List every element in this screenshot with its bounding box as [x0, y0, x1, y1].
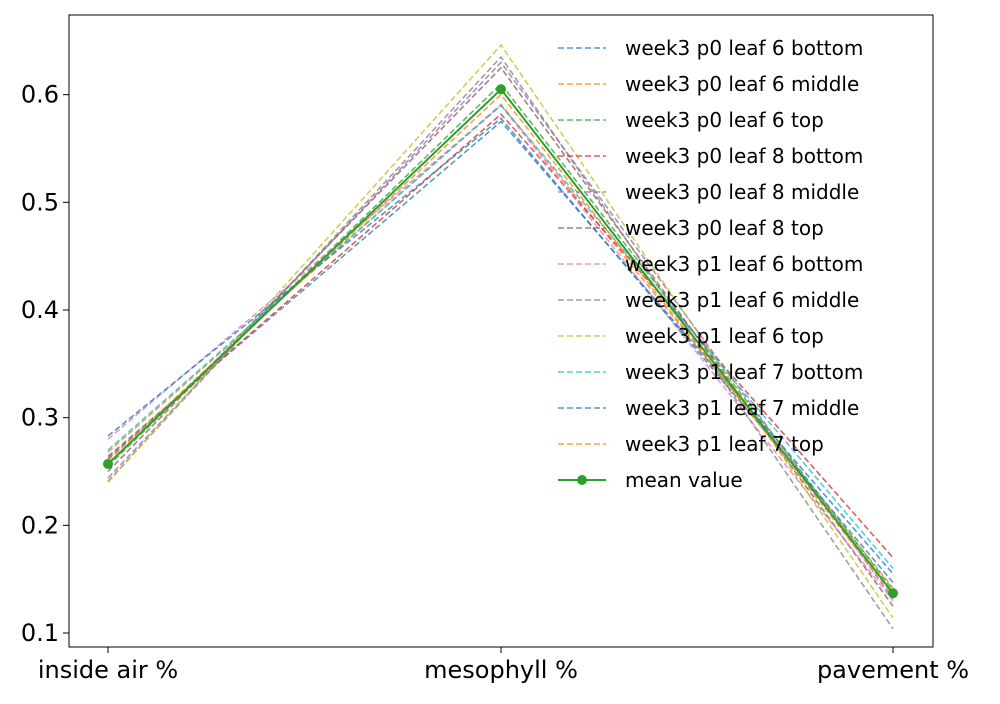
x-tick-label: pavement %: [817, 656, 969, 684]
x-axis: inside air % mesophyll % pavement %: [38, 647, 969, 684]
series-line: [107, 66, 894, 607]
legend-label: week3 p0 leaf 8 bottom: [625, 144, 863, 168]
mean-point: [888, 588, 898, 599]
y-tick-label: 0.6: [21, 81, 59, 109]
series-layer: [103, 43, 898, 630]
legend-label: week3 p0 leaf 8 top: [625, 216, 824, 240]
legend-label: week3 p1 leaf 7 middle: [625, 396, 859, 420]
y-tick-label: 0.5: [21, 188, 59, 216]
legend-label: week3 p1 leaf 6 bottom: [625, 252, 863, 276]
legend-label: week3 p1 leaf 7 top: [625, 432, 824, 456]
series-line: [107, 104, 894, 569]
y-tick-label: 0.3: [21, 404, 59, 432]
y-tick-label: 0.4: [21, 296, 59, 324]
y-axis: 0.1 0.2 0.3 0.4 0.5 0.6: [21, 81, 69, 647]
legend-label: week3 p0 leaf 8 middle: [625, 180, 859, 204]
y-tick-label: 0.1: [21, 619, 59, 647]
legend-marker: [577, 475, 587, 485]
mean-point: [103, 458, 113, 469]
legend-label: week3 p0 leaf 6 middle: [625, 72, 859, 96]
legend-label: week3 p0 leaf 6 bottom: [625, 36, 863, 60]
series-line: [107, 43, 894, 619]
x-tick-label: mesophyll %: [424, 656, 578, 684]
legend: week3 p0 leaf 6 bottom week3 p0 leaf 6 mi…: [558, 36, 863, 492]
series-line: [107, 112, 894, 559]
mean-point: [496, 84, 506, 95]
legend-label: week3 p0 leaf 6 top: [625, 108, 824, 132]
y-tick-label: 0.2: [21, 511, 59, 539]
x-tick-label: inside air %: [38, 656, 178, 684]
legend-label: week3 p1 leaf 6 top: [625, 324, 824, 348]
legend-label: mean value: [625, 468, 743, 492]
series-line: [107, 117, 894, 583]
legend-label: week3 p1 leaf 7 bottom: [625, 360, 863, 384]
legend-label: week3 p1 leaf 6 middle: [625, 288, 859, 312]
